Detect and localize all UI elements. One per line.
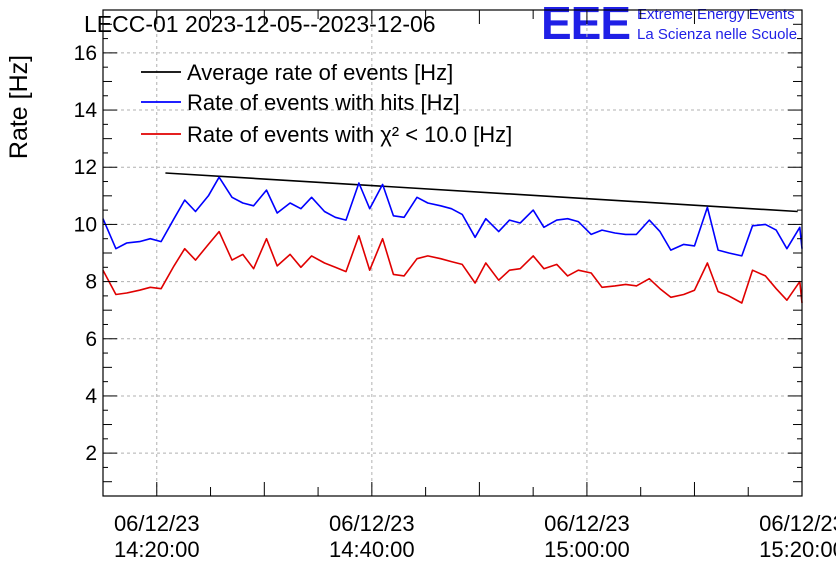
y-tick-label: 6 <box>85 328 97 351</box>
x-tick-label-date: 06/12/23 <box>329 511 415 536</box>
series-line-3 <box>102 230 803 304</box>
x-tick-label-time: 15:20:00 <box>759 537 836 562</box>
x-tick-label-date: 06/12/23 <box>759 511 836 536</box>
eee-logo-letters: EEE <box>541 0 630 49</box>
x-tick-label-date: 06/12/23 <box>114 511 200 536</box>
x-tick-label-date: 06/12/23 <box>544 511 630 536</box>
y-axis-label: Rate [Hz] <box>5 55 33 159</box>
legend-label-3: Rate of events with χ² < 10.0 [Hz] <box>187 122 512 147</box>
axes: 24681012141606/12/2314:20:0006/12/2314:4… <box>74 9 836 562</box>
x-tick-label-time: 14:20:00 <box>114 537 200 562</box>
series-layer <box>102 172 803 304</box>
y-tick-label: 2 <box>85 442 97 465</box>
plot-frame <box>102 9 803 497</box>
eee-logo-line1: Extreme Energy Events <box>637 6 795 23</box>
y-tick-label: 14 <box>74 99 98 122</box>
y-tick-label: 12 <box>74 156 97 179</box>
chart-title: LECC-01 2023-12-05--2023-12-06 <box>84 11 436 37</box>
y-tick-label: 4 <box>85 385 97 408</box>
grid <box>103 10 802 496</box>
legend-label-2: Rate of events with hits [Hz] <box>187 90 460 115</box>
y-tick-label: 10 <box>74 213 97 236</box>
x-tick-label-time: 15:00:00 <box>544 537 630 562</box>
eee-logo-line2: La Scienza nelle Scuole <box>637 26 797 43</box>
series-line-2 <box>102 176 803 257</box>
legend-label-1: Average rate of events [Hz] <box>187 60 453 85</box>
legend: Average rate of events [Hz] Rate of event… <box>141 60 512 147</box>
y-tick-label: 8 <box>85 271 97 294</box>
x-tick-label-time: 14:40:00 <box>329 537 415 562</box>
y-tick-label: 16 <box>74 42 97 65</box>
series-line-1 <box>165 172 798 213</box>
eee-logo: EEE Extreme Energy Events La Scienza nel… <box>541 0 797 49</box>
